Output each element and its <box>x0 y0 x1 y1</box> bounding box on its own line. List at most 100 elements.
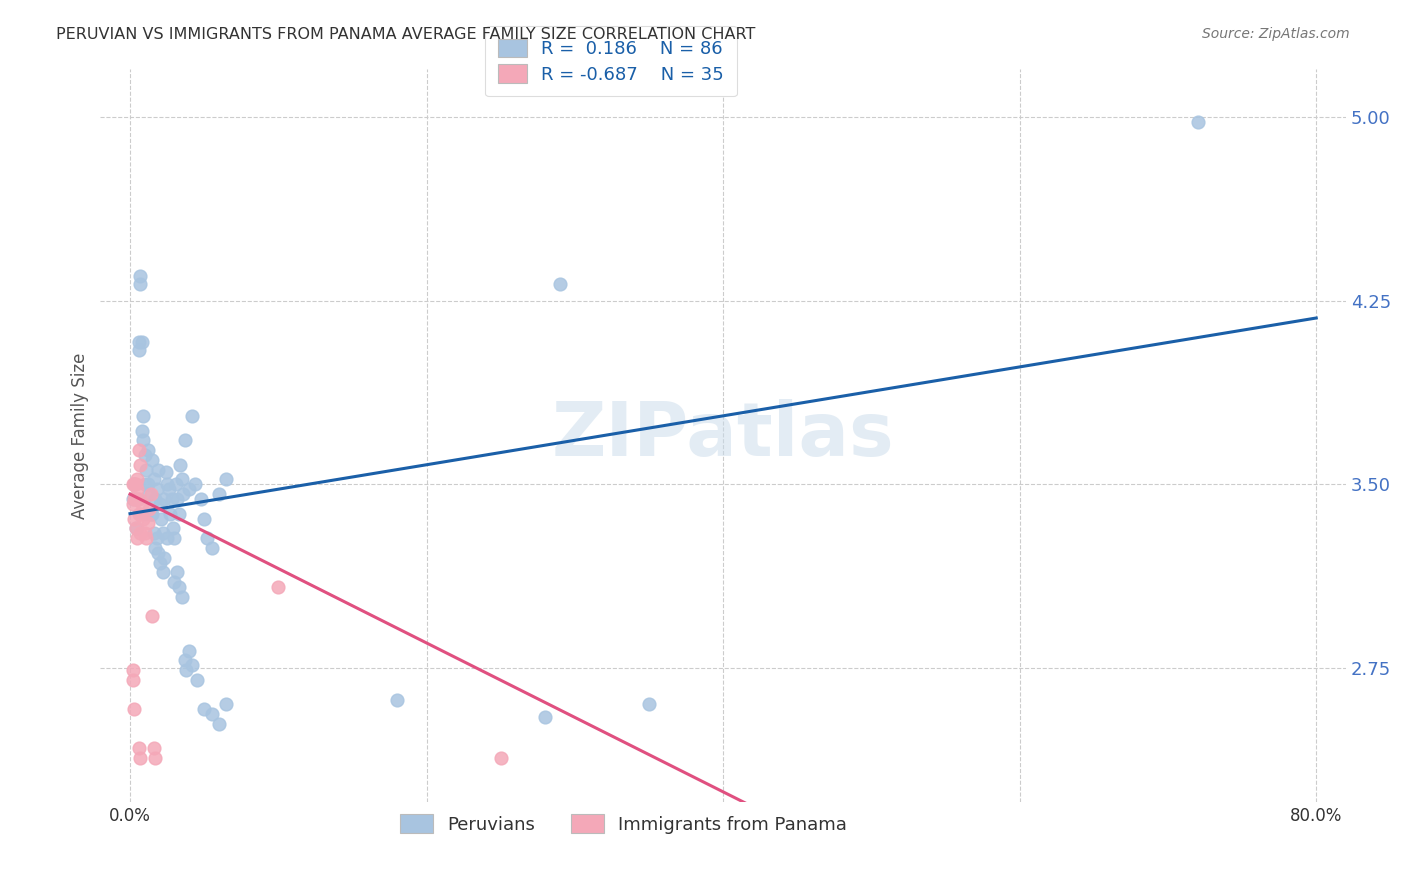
Point <box>534 709 557 723</box>
Point <box>125 491 148 506</box>
Point <box>135 531 157 545</box>
Point <box>162 521 184 535</box>
Point <box>143 491 166 506</box>
Point <box>131 497 153 511</box>
Point <box>122 491 145 506</box>
Point <box>145 482 167 496</box>
Point <box>136 516 159 531</box>
Point <box>195 531 218 545</box>
Point <box>141 453 163 467</box>
Point <box>128 443 150 458</box>
Point <box>150 511 173 525</box>
Point <box>129 458 152 472</box>
Point <box>122 663 145 677</box>
Point <box>163 575 186 590</box>
Point <box>132 409 155 423</box>
Point <box>134 477 156 491</box>
Point <box>156 531 179 545</box>
Point <box>267 580 290 594</box>
Point <box>156 477 179 491</box>
Point <box>128 507 150 521</box>
Point <box>534 810 557 824</box>
Point <box>385 692 408 706</box>
Text: ZIPatlas: ZIPatlas <box>551 399 894 472</box>
Point <box>208 717 231 731</box>
Point <box>215 472 238 486</box>
Point <box>184 477 207 491</box>
Point <box>200 707 222 722</box>
Point <box>128 343 150 357</box>
Point <box>124 702 146 716</box>
Point <box>186 673 208 687</box>
Legend: Peruvians, Immigrants from Panama: Peruvians, Immigrants from Panama <box>389 804 858 845</box>
Point <box>138 501 160 516</box>
Point <box>129 751 152 765</box>
Point <box>139 487 162 501</box>
Point <box>149 497 172 511</box>
Point <box>127 491 149 506</box>
Point <box>125 521 148 535</box>
Point <box>638 698 661 712</box>
Point <box>129 277 152 291</box>
Point <box>136 443 159 458</box>
Point <box>166 491 188 506</box>
Point <box>127 482 149 496</box>
Point <box>193 702 215 716</box>
Point <box>176 663 198 677</box>
Point <box>124 477 146 491</box>
Point <box>132 511 155 525</box>
Point <box>179 643 201 657</box>
Point <box>173 434 195 448</box>
Point <box>173 653 195 667</box>
Point <box>127 531 149 545</box>
Point <box>141 507 163 521</box>
Point <box>193 511 215 525</box>
Point <box>143 751 166 765</box>
Point <box>127 472 149 486</box>
Point <box>128 741 150 756</box>
Point <box>125 477 148 491</box>
Point <box>141 609 163 624</box>
Point <box>170 472 193 486</box>
Point <box>181 409 204 423</box>
Point <box>152 526 174 541</box>
Point <box>179 482 201 496</box>
Point <box>139 507 162 521</box>
Point <box>129 526 152 541</box>
Point <box>172 487 194 501</box>
Point <box>135 462 157 476</box>
Point <box>200 541 222 555</box>
Point <box>122 673 145 687</box>
Point <box>548 277 571 291</box>
Point <box>142 741 165 756</box>
Point <box>190 491 212 506</box>
Point <box>145 531 167 545</box>
Point <box>148 462 170 476</box>
Point <box>124 511 146 525</box>
Point <box>132 434 155 448</box>
Point <box>129 269 152 284</box>
Point <box>166 566 188 580</box>
Point <box>1187 115 1209 129</box>
Point <box>149 556 172 570</box>
Point <box>170 590 193 604</box>
Point <box>125 521 148 535</box>
Point <box>142 472 165 486</box>
Point <box>181 658 204 673</box>
Point <box>165 477 187 491</box>
Text: Source: ZipAtlas.com: Source: ZipAtlas.com <box>1202 27 1350 41</box>
Point <box>152 566 174 580</box>
Point <box>153 550 176 565</box>
Point <box>159 507 181 521</box>
Point <box>148 546 170 560</box>
Point <box>138 487 160 501</box>
Point <box>153 491 176 506</box>
Point <box>208 487 231 501</box>
Point <box>169 458 191 472</box>
Y-axis label: Average Family Size: Average Family Size <box>72 352 89 518</box>
Point <box>129 507 152 521</box>
Point <box>122 497 145 511</box>
Point <box>128 335 150 350</box>
Point <box>135 507 157 521</box>
Point <box>167 507 190 521</box>
